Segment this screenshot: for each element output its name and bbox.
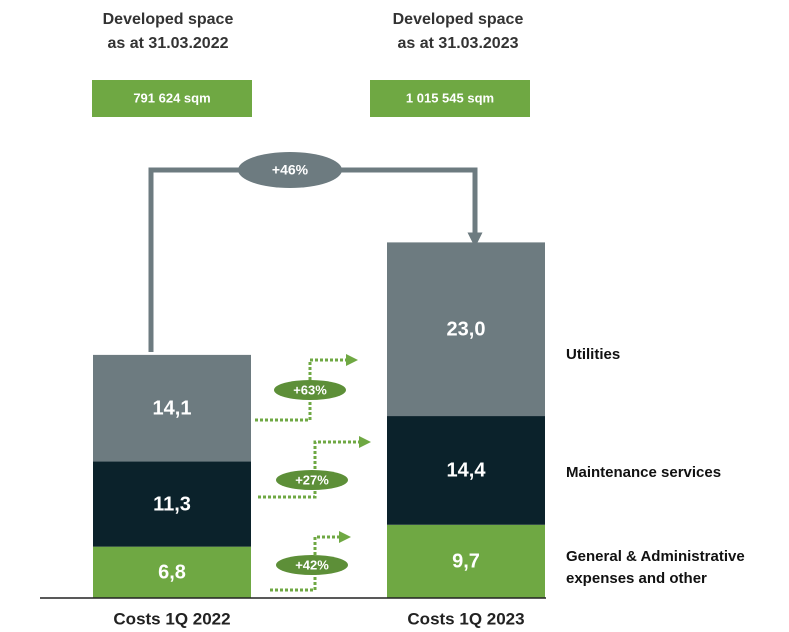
legend-label: Utilities — [566, 346, 621, 363]
change-badge — [276, 555, 348, 575]
value-label: 6,8 — [158, 562, 186, 584]
header-text: as at 31.03.2023 — [398, 35, 519, 52]
category-label: Costs 1Q 2023 — [407, 609, 524, 628]
value-label: 23,0 — [447, 319, 486, 341]
change-label: +63% — [293, 382, 327, 397]
bar-segment — [93, 354, 251, 462]
category-label: Costs 1Q 2022 — [113, 609, 230, 628]
bar-segment — [387, 242, 545, 417]
legend-label: General & Administrative expenses and ot… — [566, 548, 745, 587]
area-label: 791 624 sqm — [133, 90, 210, 105]
area-box — [370, 80, 530, 117]
change-badge — [276, 470, 348, 490]
value-label: 14,1 — [153, 397, 192, 419]
header-text: Developed space — [103, 11, 234, 28]
bar-segment — [387, 416, 545, 525]
bar-segment — [93, 461, 251, 547]
area-box — [92, 80, 252, 117]
value-label: 11,3 — [153, 493, 191, 515]
change-arrow — [258, 436, 371, 499]
header-text: Developed space — [393, 11, 524, 28]
change-label: +46% — [272, 162, 309, 178]
value-label: 9,7 — [452, 551, 480, 573]
change-label: +27% — [295, 472, 329, 487]
bar-segment — [387, 524, 545, 598]
value-label: 14,4 — [447, 460, 487, 482]
header-text: as at 31.03.2022 — [108, 35, 229, 52]
change-badge — [238, 152, 342, 188]
legend-label: Maintenance services — [566, 464, 722, 481]
change-label: +42% — [295, 557, 329, 572]
change-badge — [274, 380, 346, 400]
area-label: 1 015 545 sqm — [406, 90, 494, 105]
bar-segment — [93, 546, 251, 598]
